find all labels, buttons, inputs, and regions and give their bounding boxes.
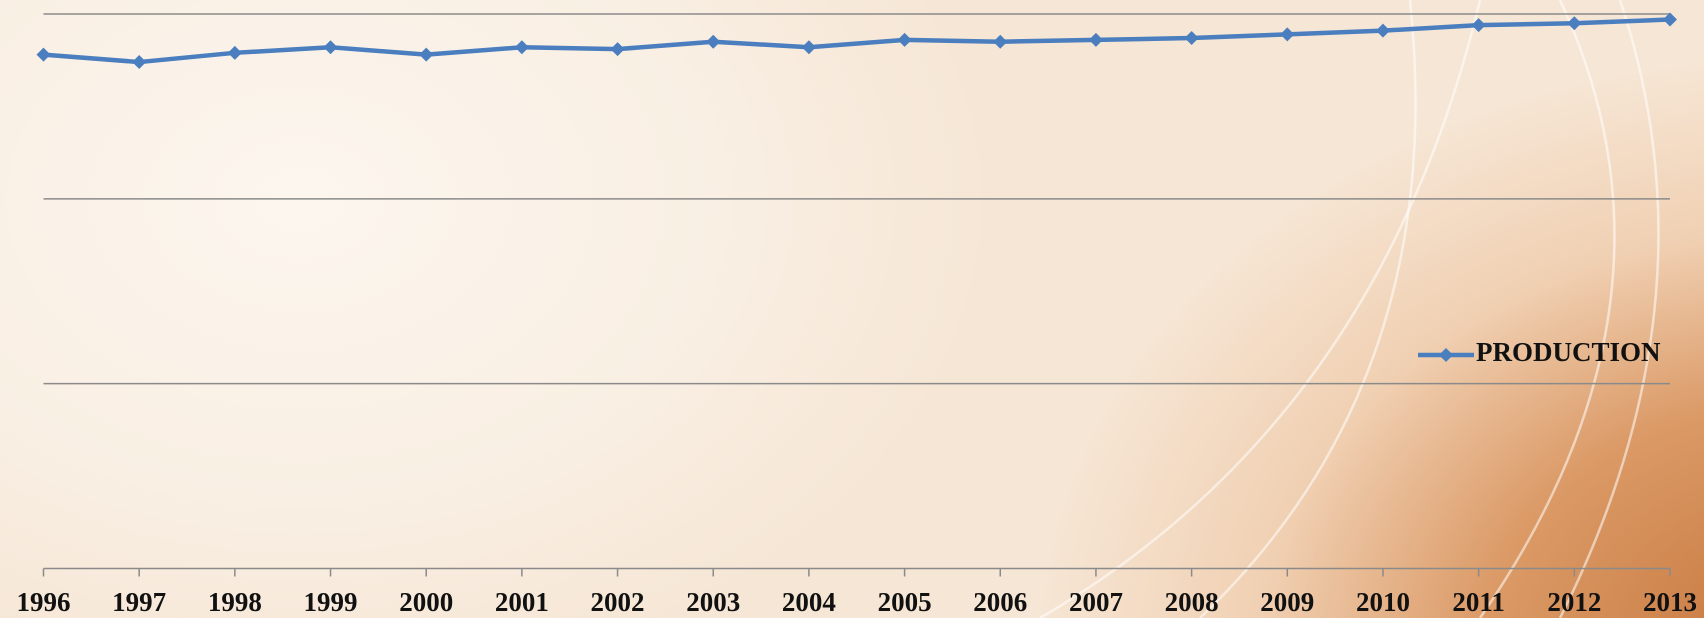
point-marker bbox=[1663, 12, 1677, 27]
decor-arc bbox=[1478, 0, 1616, 618]
point-marker bbox=[897, 32, 912, 47]
point-marker bbox=[323, 40, 338, 55]
x-tick-label: 2002 bbox=[591, 587, 645, 617]
point-marker bbox=[36, 47, 51, 62]
decor-arc bbox=[1558, 0, 1660, 618]
x-tick-label: 2000 bbox=[399, 587, 453, 617]
point-marker bbox=[1471, 18, 1486, 33]
point-marker bbox=[706, 34, 721, 49]
decor-arc bbox=[1039, 0, 1482, 618]
x-tick-label: 2004 bbox=[782, 587, 836, 617]
point-marker bbox=[1280, 27, 1295, 42]
x-tick-label: 1999 bbox=[304, 587, 358, 617]
x-tick-label: 2011 bbox=[1452, 587, 1505, 617]
point-marker bbox=[1184, 31, 1199, 46]
x-tick-label: 2008 bbox=[1165, 587, 1219, 617]
x-tick-label: 2006 bbox=[973, 587, 1027, 617]
x-tick-label: 2003 bbox=[686, 587, 740, 617]
point-marker bbox=[419, 47, 434, 62]
point-marker bbox=[993, 34, 1008, 49]
point-marker bbox=[514, 40, 529, 55]
point-marker bbox=[1375, 23, 1390, 38]
x-tick-label: 2007 bbox=[1069, 587, 1123, 617]
x-tick-label: 1997 bbox=[112, 587, 166, 617]
legend-marker bbox=[1439, 348, 1453, 362]
legend-label: PRODUCTION bbox=[1476, 337, 1661, 367]
x-tick-label: 2012 bbox=[1547, 587, 1601, 617]
point-marker bbox=[227, 45, 242, 60]
point-marker bbox=[1088, 32, 1103, 47]
point-marker bbox=[610, 42, 625, 57]
x-tick-label: 2013 bbox=[1643, 587, 1697, 617]
x-tick-label: 2005 bbox=[878, 587, 932, 617]
x-tick-label: 2001 bbox=[495, 587, 549, 617]
x-tick-label: 1996 bbox=[17, 587, 71, 617]
decor-arc bbox=[1199, 0, 1417, 618]
x-tick-label: 2009 bbox=[1260, 587, 1314, 617]
x-tick-label: 1998 bbox=[208, 587, 262, 617]
point-marker bbox=[132, 55, 147, 70]
point-marker bbox=[801, 40, 816, 55]
x-tick-label: 2010 bbox=[1356, 587, 1410, 617]
point-marker bbox=[1567, 16, 1582, 31]
series-line bbox=[43, 17, 1671, 65]
